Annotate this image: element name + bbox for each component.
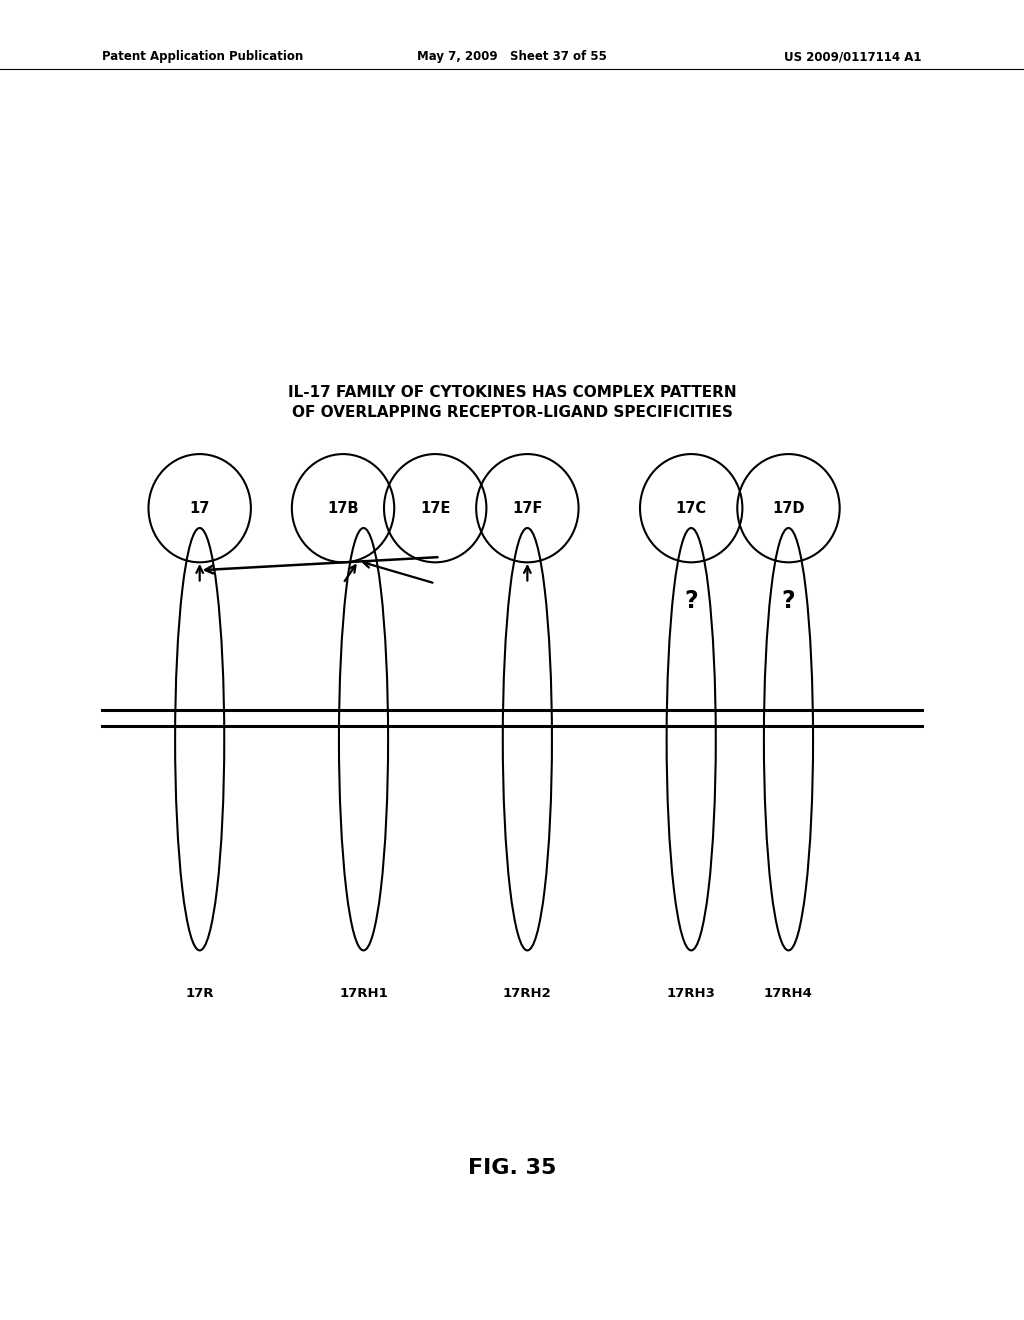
Text: 17D: 17D	[772, 500, 805, 516]
Text: 17F: 17F	[512, 500, 543, 516]
Text: US 2009/0117114 A1: US 2009/0117114 A1	[784, 50, 922, 63]
Text: 17: 17	[189, 500, 210, 516]
Text: 17RH2: 17RH2	[503, 987, 552, 1001]
Text: 17RH4: 17RH4	[764, 987, 813, 1001]
Text: 17RH3: 17RH3	[667, 987, 716, 1001]
Text: May 7, 2009   Sheet 37 of 55: May 7, 2009 Sheet 37 of 55	[417, 50, 607, 63]
Text: FIG. 35: FIG. 35	[468, 1158, 556, 1179]
Text: IL-17 FAMILY OF CYTOKINES HAS COMPLEX PATTERN
OF OVERLAPPING RECEPTOR-LIGAND SPE: IL-17 FAMILY OF CYTOKINES HAS COMPLEX PA…	[288, 385, 736, 420]
Text: ?: ?	[781, 589, 796, 612]
Text: 17R: 17R	[185, 987, 214, 1001]
Text: Patent Application Publication: Patent Application Publication	[102, 50, 304, 63]
Text: 17B: 17B	[328, 500, 358, 516]
Text: 17RH1: 17RH1	[339, 987, 388, 1001]
Text: ?: ?	[684, 589, 698, 612]
Text: 17C: 17C	[676, 500, 707, 516]
Text: 17E: 17E	[420, 500, 451, 516]
